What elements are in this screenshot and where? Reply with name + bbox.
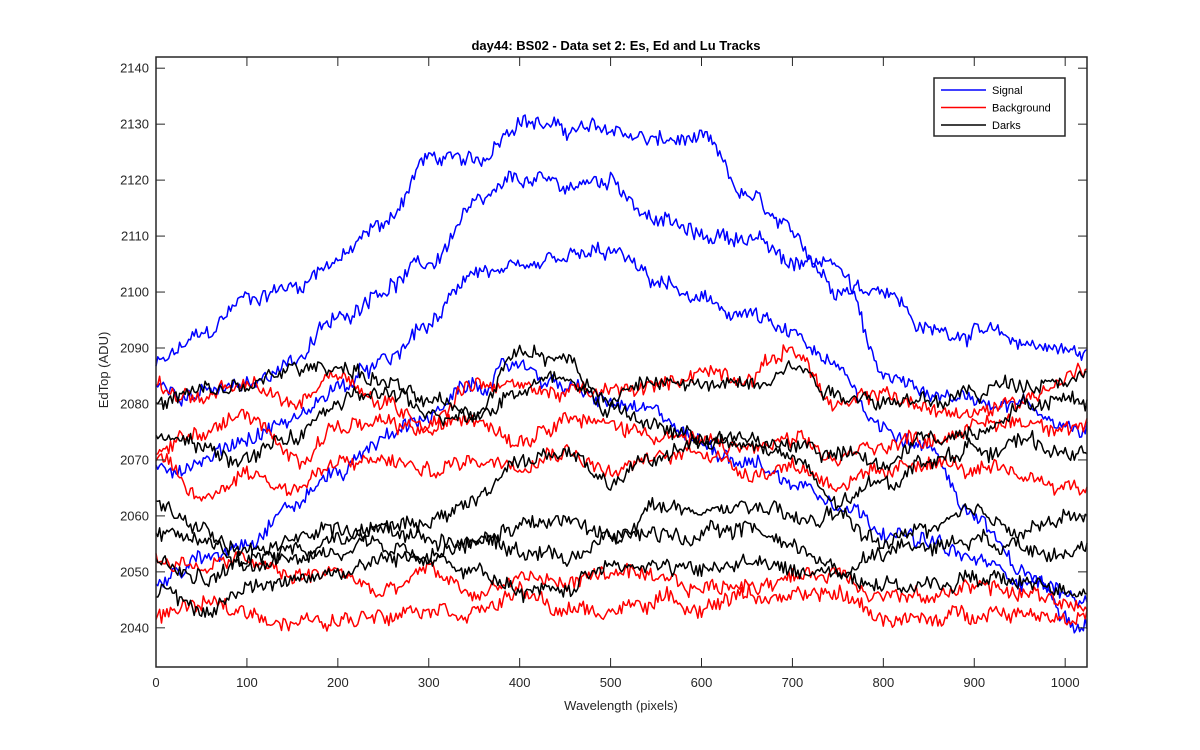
y-tick-label: 2130 [120, 117, 149, 132]
y-tick-label: 2040 [120, 620, 149, 635]
series-line-darks-11 [155, 429, 1088, 566]
y-tick-label: 2080 [120, 396, 149, 411]
legend: Signal Background Darks [933, 77, 1066, 137]
y-tick-label: 2060 [120, 508, 149, 523]
x-tick-label: 500 [600, 675, 622, 690]
y-tick-label: 2140 [120, 61, 149, 76]
y-tick-label: 2100 [120, 285, 149, 300]
legend-label-signal: Signal [992, 85, 1023, 97]
chart-title: day44: BS02 - Data set 2: Es, Ed and Lu … [471, 38, 760, 53]
series-line-darks-14 [156, 550, 1088, 618]
x-tick-label: 300 [418, 675, 440, 690]
series-line-signal-2 [155, 241, 1088, 634]
series-layer [155, 114, 1088, 634]
y-tick-label: 2090 [120, 341, 149, 356]
y-tick-label: 2120 [120, 173, 149, 188]
y-tick-label: 2050 [120, 564, 149, 579]
tick-layer: 0 100 200 300 400 500 600 700 800 900 1000 2040 2050… [120, 57, 1087, 690]
series-line-darks-13 [155, 519, 1088, 588]
axes-frame [155, 56, 1088, 668]
x-tick-label: 100 [236, 675, 258, 690]
series-line-darks-12 [155, 496, 1088, 570]
y-axis-label: EdTop (ADU) [96, 332, 111, 409]
legend-label-background: Background [992, 103, 1051, 115]
y-tick-label: 2070 [120, 452, 149, 467]
series-line-signal-1 [155, 170, 1088, 438]
series-line-signal-0 [155, 114, 1088, 367]
series-line-darks-10 [155, 344, 1088, 471]
series-line-background-4 [155, 344, 1088, 431]
x-tick-label: 900 [963, 675, 985, 690]
series-line-signal-3 [155, 357, 1088, 607]
x-axis-label: Wavelength (pixels) [564, 698, 678, 713]
series-line-background-8 [155, 581, 1088, 632]
x-tick-label: 600 [691, 675, 713, 690]
legend-label-darks: Darks [992, 120, 1021, 132]
x-tick-label: 400 [509, 675, 531, 690]
x-tick-label: 700 [782, 675, 804, 690]
x-tick-label: 0 [152, 675, 159, 690]
series-line-darks-9 [155, 360, 1088, 423]
series-line-background-5 [155, 408, 1088, 470]
x-tick-label: 800 [872, 675, 894, 690]
y-tick-label: 2110 [121, 229, 149, 244]
x-tick-label: 1000 [1051, 675, 1080, 690]
x-tick-label: 200 [327, 675, 349, 690]
